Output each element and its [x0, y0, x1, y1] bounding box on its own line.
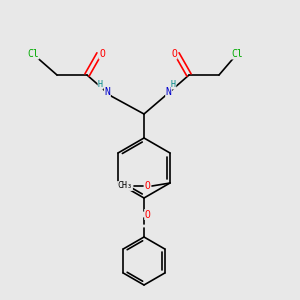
- Text: Cl: Cl: [231, 49, 243, 59]
- Text: N: N: [166, 87, 172, 98]
- Text: O: O: [99, 49, 105, 59]
- Text: H: H: [98, 80, 103, 89]
- Text: O: O: [145, 209, 151, 220]
- Text: CH₃: CH₃: [118, 182, 133, 190]
- Text: N: N: [104, 87, 110, 98]
- Text: O: O: [171, 49, 177, 59]
- Text: H: H: [171, 80, 176, 89]
- Text: O: O: [145, 181, 150, 191]
- Text: Cl: Cl: [27, 49, 39, 59]
